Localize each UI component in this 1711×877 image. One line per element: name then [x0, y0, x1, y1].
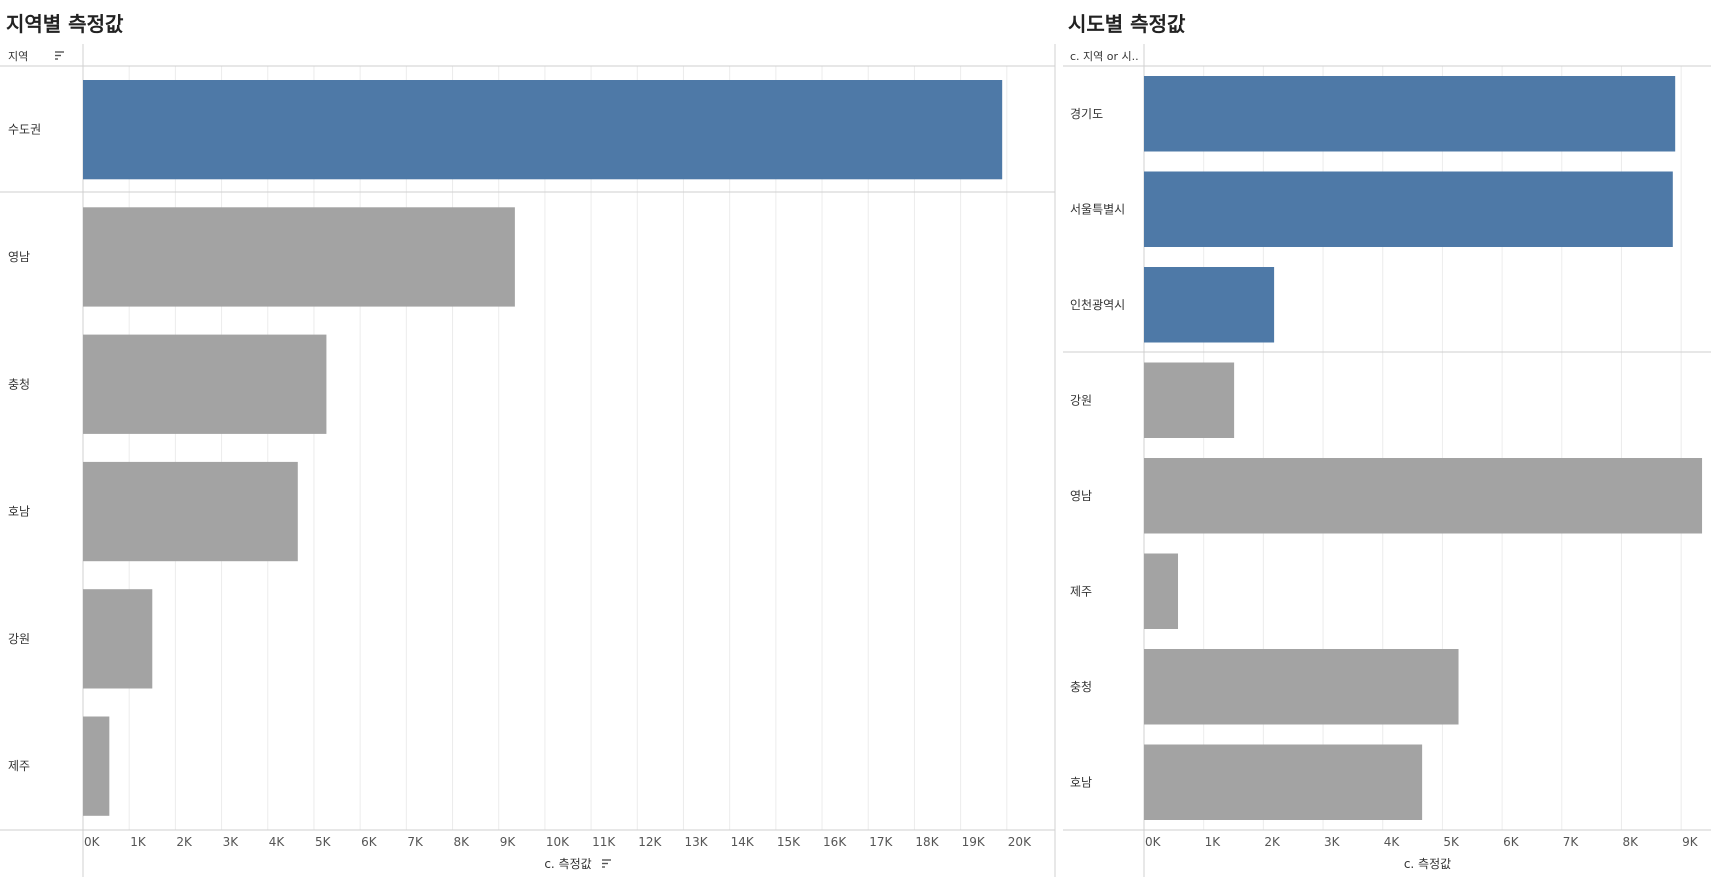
x-tick-label: 6K [361, 835, 378, 849]
x-tick-label: 8K [1622, 835, 1639, 849]
x-tick-label: 2K [176, 835, 193, 849]
sort-icon[interactable] [55, 51, 64, 60]
x-tick-label: 18K [915, 835, 939, 849]
x-tick-label: 17K [869, 835, 893, 849]
bar [1144, 458, 1703, 534]
x-tick-label: 5K [315, 835, 332, 849]
row-header-label: c. 지역 or 시.. [1070, 50, 1139, 63]
row-label: 서울특별시 [1070, 202, 1125, 216]
x-tick-label: 9K [1682, 835, 1699, 849]
x-tick-label: 15K [777, 835, 801, 849]
row-label: 제주 [8, 759, 30, 773]
x-tick-label: 0K [1145, 835, 1162, 849]
x-tick-label: 4K [1384, 835, 1401, 849]
x-tick-label: 1K [130, 835, 147, 849]
bar [83, 334, 327, 434]
row-label: 강원 [8, 632, 30, 646]
x-tick-label: 4K [269, 835, 286, 849]
bar [1144, 362, 1235, 438]
row-label: 영남 [1070, 489, 1092, 503]
x-tick-label: 7K [1563, 835, 1580, 849]
bar [83, 80, 1003, 180]
x-tick-label: 8K [454, 835, 471, 849]
bar [83, 589, 153, 689]
bar [1144, 171, 1673, 247]
row-label: 수도권 [8, 123, 41, 137]
x-tick-label: 7K [407, 835, 424, 849]
x-axis-title: c. 측정값 [1404, 857, 1451, 871]
row-label: 호남 [1070, 775, 1092, 789]
bar [1144, 649, 1459, 725]
x-tick-label: 12K [638, 835, 662, 849]
x-tick-label: 3K [1324, 835, 1341, 849]
row-label: 호남 [8, 505, 30, 519]
x-tick-label: 20K [1008, 835, 1032, 849]
bar [1144, 744, 1423, 820]
bar [1144, 267, 1275, 343]
x-tick-label: 11K [592, 835, 616, 849]
row-label: 인천광역시 [1070, 297, 1125, 312]
row-label: 영남 [8, 250, 30, 264]
row-header-label: 지역 [8, 50, 28, 63]
x-tick-label: 1K [1205, 835, 1222, 849]
x-tick-label: 14K [731, 835, 755, 849]
row-label: 충청 [8, 377, 30, 391]
row-label: 충청 [1070, 680, 1092, 694]
right-chart-title: 시도별 측정값 [1068, 12, 1186, 36]
left-chart-title: 지역별 측정값 [6, 12, 124, 36]
row-label: 강원 [1070, 393, 1092, 407]
bar [1144, 553, 1179, 629]
x-tick-label: 13K [684, 835, 708, 849]
bar [1144, 76, 1676, 152]
x-tick-label: 19K [962, 835, 986, 849]
x-axis-title: c. 측정값 [544, 857, 591, 871]
x-tick-label: 10K [546, 835, 570, 849]
x-tick-label: 9K [500, 835, 517, 849]
bar [83, 716, 110, 816]
x-tick-label: 6K [1503, 835, 1520, 849]
x-tick-label: 5K [1443, 835, 1460, 849]
bar [83, 207, 515, 307]
x-tick-label: 16K [823, 835, 847, 849]
axis-sort-icon[interactable] [602, 859, 611, 868]
x-tick-label: 3K [223, 835, 240, 849]
x-tick-label: 0K [84, 835, 101, 849]
row-label: 경기도 [1070, 107, 1103, 121]
x-tick-label: 2K [1264, 835, 1281, 849]
row-label: 제주 [1070, 584, 1092, 598]
bar [83, 461, 298, 562]
